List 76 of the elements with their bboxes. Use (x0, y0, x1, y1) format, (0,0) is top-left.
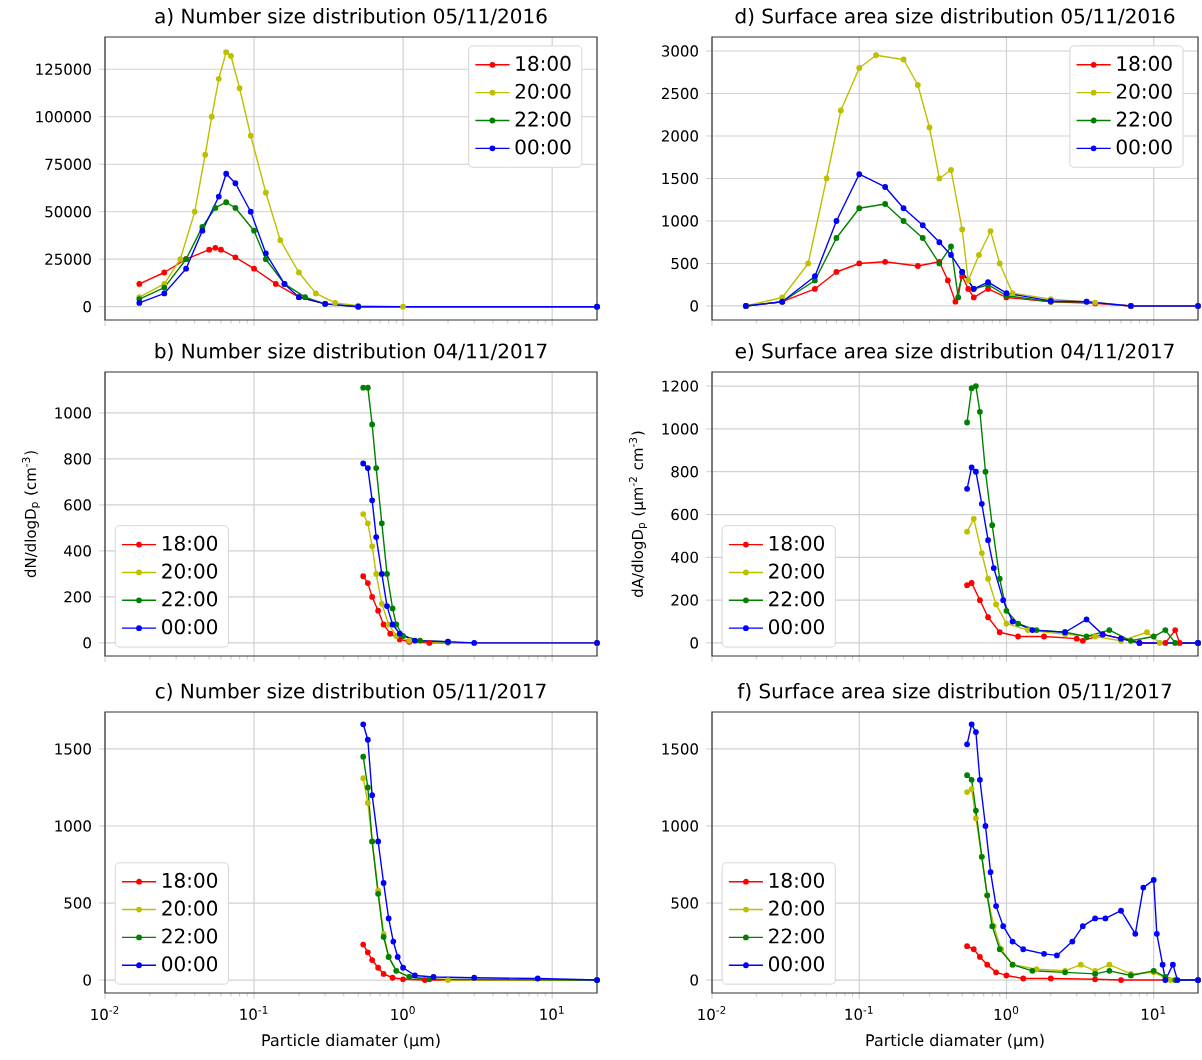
y-tick-label: 800 (671, 466, 698, 478)
y-tick-label: 500 (671, 897, 698, 909)
y-tick-label: 50000 (45, 206, 91, 218)
chart-title: c) Number size distribution 05/11/2017 (155, 683, 546, 701)
legend-label: 22:00 (162, 591, 218, 607)
legend-label: 00:00 (162, 619, 218, 635)
y-axis-title: dN/dlogD$_{p}$ (cm$^{-3}$) (22, 451, 41, 578)
legend-label: 22:00 (162, 928, 218, 944)
chart-title: a) Number size distribution 05/11/2016 (155, 8, 547, 26)
legend-label: 20:00 (769, 900, 824, 916)
y-tick-label: 500 (64, 897, 91, 909)
chart-title: b) Number size distribution 04/11/2017 (155, 343, 547, 361)
y-tick-label: 0 (83, 301, 91, 313)
x-axis-title: Particle diamater (µm) (262, 1033, 440, 1050)
y-tick-label: 3000 (661, 45, 698, 57)
y-tick-label: 1000 (662, 820, 698, 832)
legend-label: 20:00 (162, 900, 218, 916)
legend-label: 18:00 (769, 872, 824, 888)
y-tick-label: 800 (64, 453, 91, 465)
y-tick-label: 600 (64, 499, 91, 511)
y-tick-label: 200 (671, 594, 698, 606)
y-tick-label: 1500 (662, 743, 698, 755)
x-tick-label: 10$^{0}$ (994, 1006, 1019, 1021)
legend-label: 20:00 (515, 83, 571, 99)
y-tick-label: 1200 (662, 380, 698, 392)
chart-title: f) Surface area size distribution 05/11/2017 (737, 683, 1172, 701)
y-tick-label: 0 (83, 974, 91, 986)
y-tick-label: 2500 (661, 87, 698, 100)
y-tick-label: 500 (671, 257, 698, 270)
y-tick-label: 400 (64, 545, 91, 557)
y-tick-label: 1500 (55, 743, 91, 755)
x-tick-label: 10$^{-1}$ (845, 1006, 873, 1020)
y-tick-label: 2000 (661, 130, 698, 142)
chart-title: e) Surface area size distribution 04/11/2017 (735, 343, 1174, 361)
y-tick-label: 1000 (55, 407, 91, 419)
y-tick-label: 0 (690, 637, 698, 649)
y-tick-label: 0 (690, 300, 698, 312)
y-tick-label: 100000 (36, 111, 91, 123)
x-tick-label: 10$^{1}$ (1141, 1006, 1166, 1020)
legend-label: 00:00 (768, 619, 824, 635)
legend-label: 20:00 (162, 563, 218, 579)
y-tick-label: 75000 (45, 158, 91, 170)
legend-label: 00:00 (768, 956, 824, 972)
x-tick-label: 10$^{-2}$ (91, 1006, 119, 1021)
legend-label: 22:00 (515, 111, 571, 127)
y-tick-label: 200 (64, 591, 91, 603)
legend-label: 18:00 (162, 872, 218, 888)
legend-label: 22:00 (769, 928, 824, 944)
y-tick-label: 0 (690, 974, 698, 986)
legend-label: 20:00 (1116, 83, 1172, 99)
x-tick-label: 10$^{1}$ (540, 1006, 564, 1020)
y-tick-label: 600 (671, 508, 698, 521)
x-axis-title: Particle diamater (µm) (866, 1033, 1044, 1050)
legend-label: 20:00 (769, 563, 824, 579)
y-tick-label: 1500 (662, 172, 698, 185)
y-tick-label: 1000 (662, 215, 698, 227)
y-tick-label: 400 (671, 551, 698, 564)
chart-title: d) Surface area size distribution 05/11/2016 (735, 8, 1175, 26)
y-tick-label: 1000 (55, 820, 91, 832)
legend-label: 00:00 (162, 956, 218, 972)
y-tick-label: 1000 (662, 423, 698, 435)
legend-label: 18:00 (516, 55, 571, 71)
legend-label: 00:00 (1116, 139, 1172, 155)
x-tick-label: 10$^{0}$ (391, 1006, 415, 1021)
legend-label: 00:00 (515, 139, 571, 155)
legend-label: 18:00 (162, 535, 218, 551)
y-tick-label: 125000 (36, 63, 91, 75)
x-tick-label: 10$^{-1}$ (240, 1006, 268, 1020)
legend-label: 22:00 (1116, 111, 1172, 127)
y-axis-title: dA/dlogD$_{p}$ (µm$^{-2}$ cm$^{-3}$) (629, 431, 648, 597)
x-tick-label: 10$^{-2}$ (698, 1006, 726, 1021)
y-tick-label: 0 (83, 637, 91, 649)
legend-label: 22:00 (769, 591, 824, 607)
legend-label: 18:00 (1117, 55, 1172, 71)
legend-label: 18:00 (769, 535, 824, 551)
y-tick-label: 25000 (45, 253, 91, 265)
